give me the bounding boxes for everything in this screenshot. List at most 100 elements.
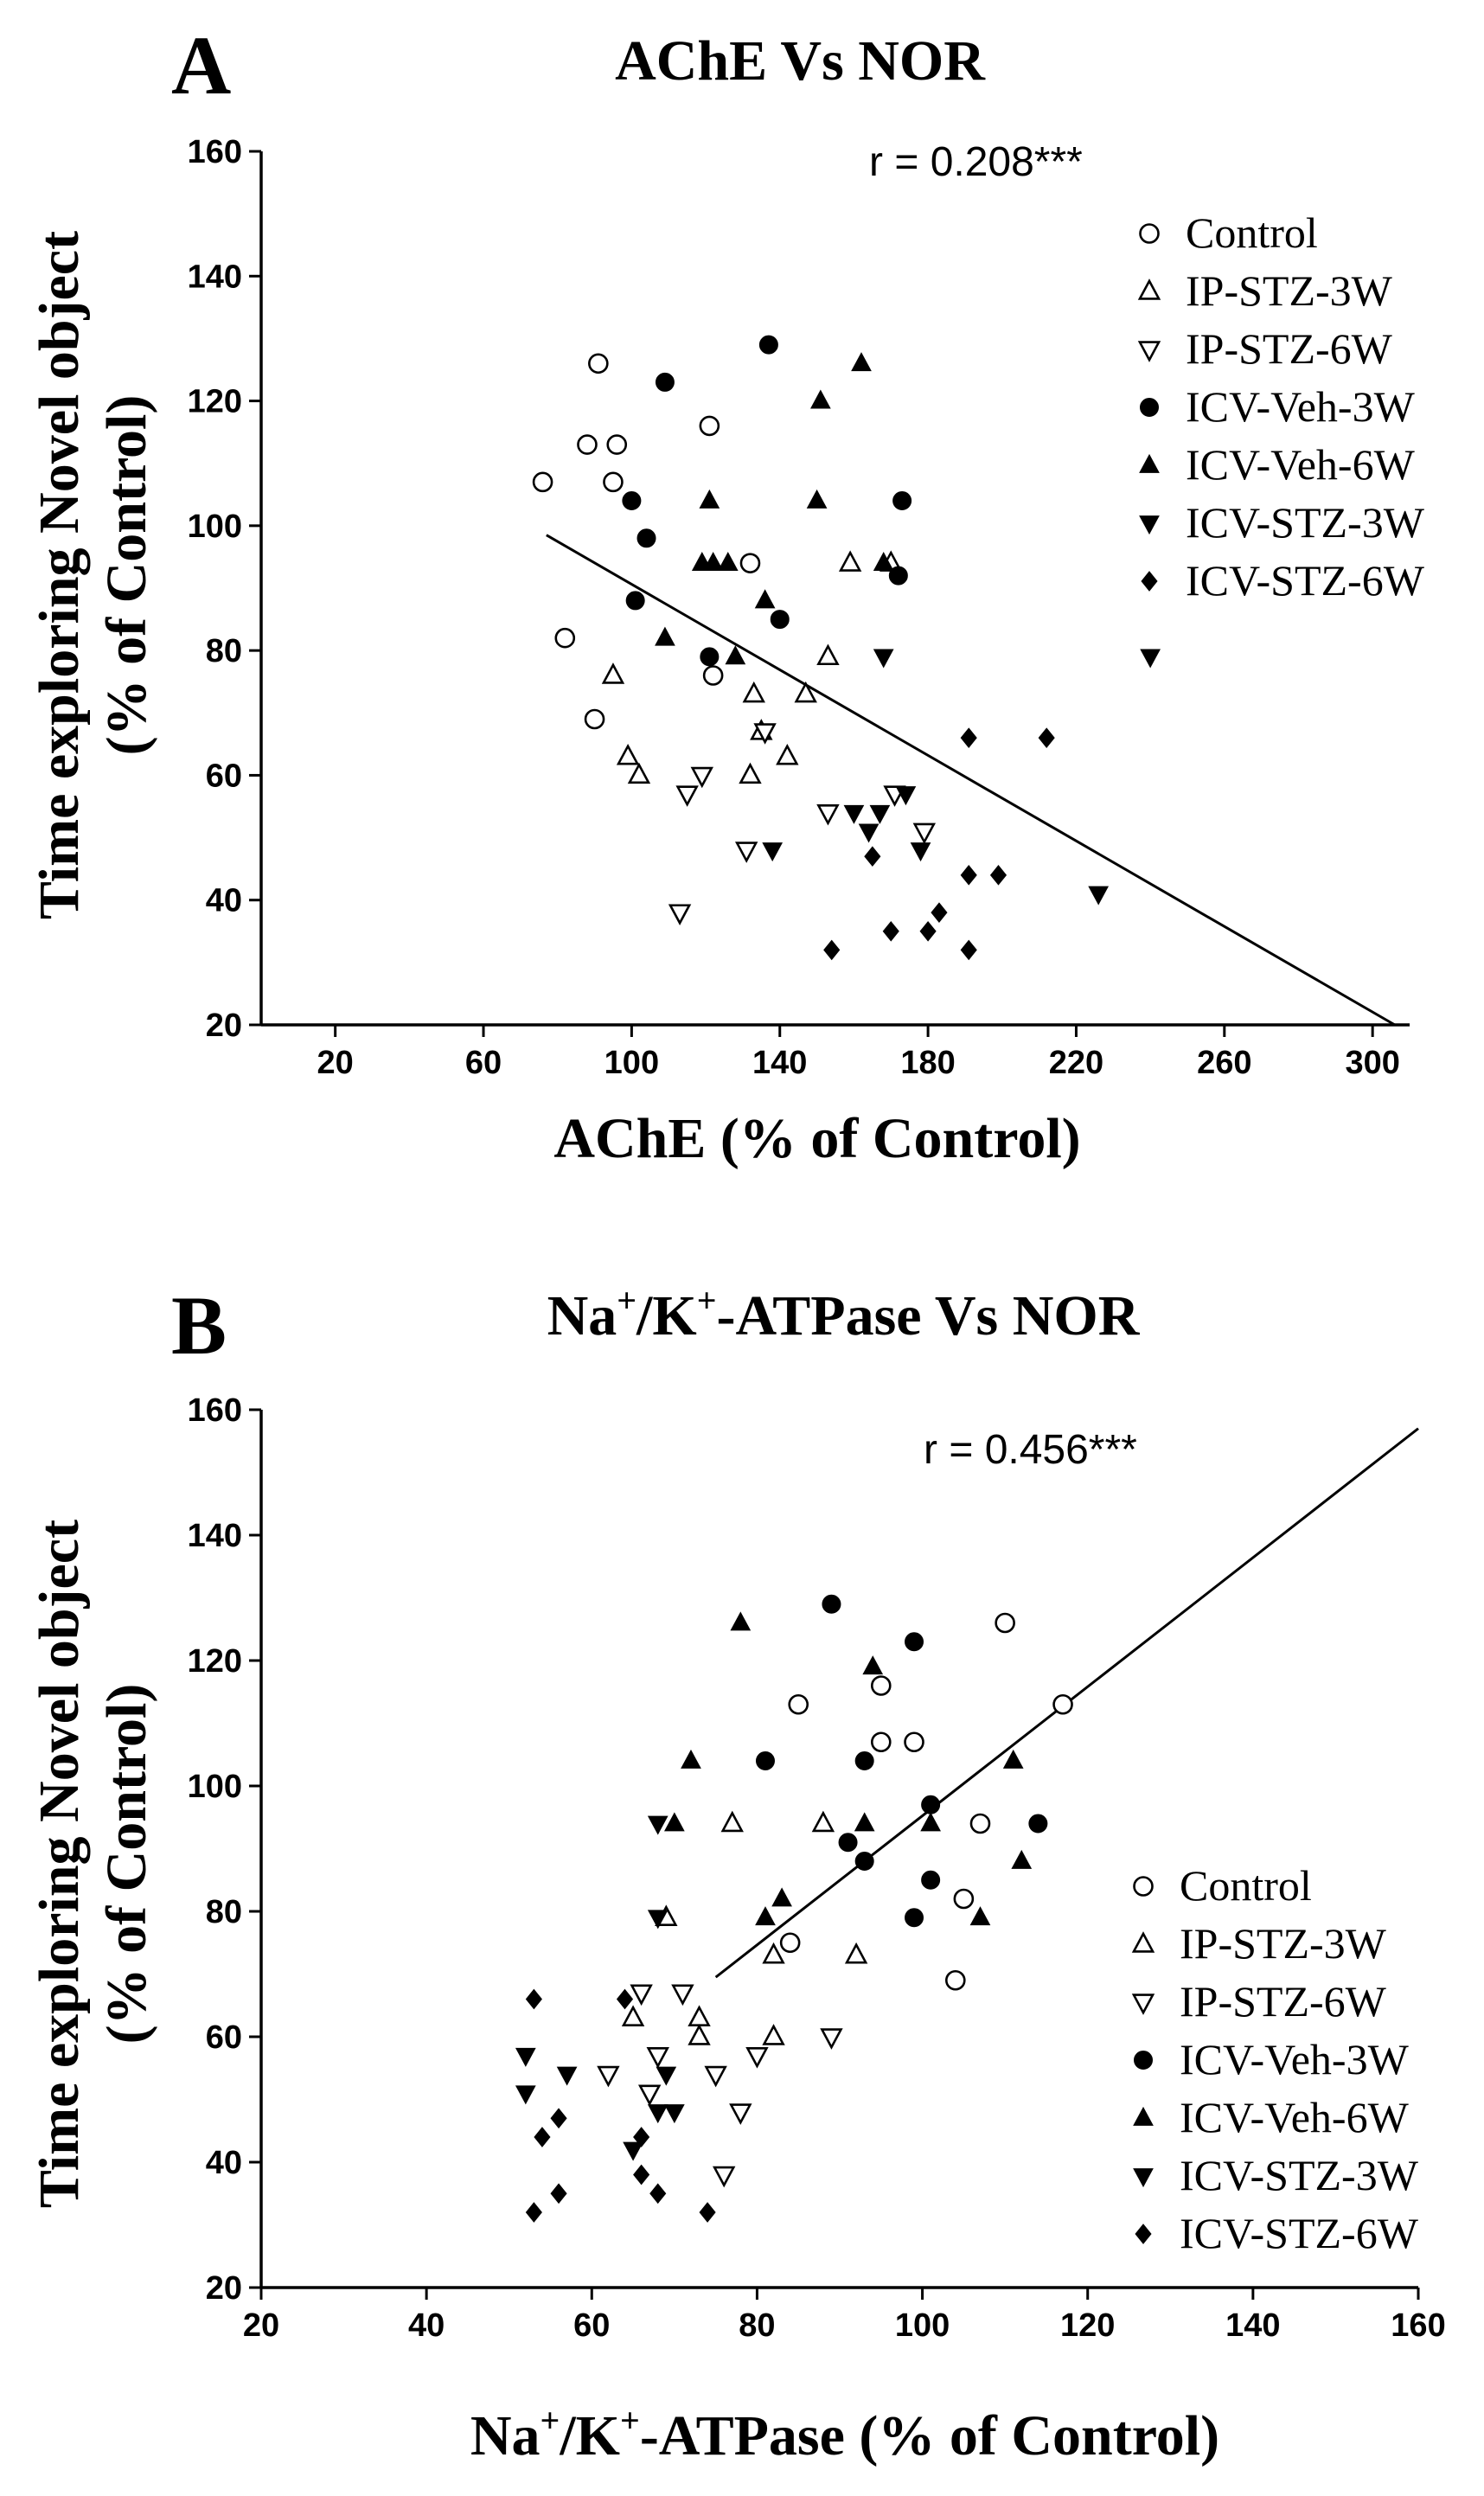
b-series-ip-stz-3w [621,1810,868,2045]
a-point-icv-stz-6w [931,902,948,923]
a-point-ip-stz-3w [601,662,625,684]
a-point-control [554,627,576,649]
b-point-control [788,1693,809,1715]
a-point-ip-stz-3w [816,643,840,666]
a-x-tick-label: 220 [1049,1045,1103,1081]
a-x-tick-label: 180 [900,1045,955,1081]
b-y-tick-label: 40 [206,2145,242,2181]
b-point-icv-veh-3w [854,1751,874,1770]
a-x-tick-label: 20 [317,1045,354,1081]
a-point-ip-stz-3w [739,762,762,784]
a-point-icv-veh-3w [655,372,675,392]
a-legend-label-icv-stz-6w: ICV-STZ-6W [1186,556,1425,605]
b-point-icv-veh-6w [969,1906,991,1926]
a-point-icv-veh-3w [888,566,908,586]
b-point-control [969,1813,991,1834]
b-point-icv-veh-6w [862,1655,884,1675]
b-legend-label-icv-veh-3w: ICV-Veh-3W [1180,2035,1410,2083]
panel-b-xlabel: Na+/K+-ATPase (% of Control) [470,2401,1219,2467]
b-point-icv-veh-3w [921,1870,941,1890]
panel-b-ylabel-line1: Time exploring Novel object [28,1520,91,2208]
a-point-ip-stz-6w [675,785,699,807]
b-x-tick-label: 80 [739,2307,775,2344]
panel-b-title-part-b: /K [636,1284,697,1347]
a-y-tick-label: 100 [188,509,242,545]
a-x-tick-label: 100 [604,1045,659,1081]
a-point-icv-veh-3w [625,591,645,611]
b-point-icv-veh-6w [854,1812,875,1832]
a-legend-marker-icv-stz-6w [1141,571,1158,592]
a-legend-marker-icv-veh-6w [1139,453,1160,473]
b-x-tick-label: 100 [895,2307,950,2344]
b-series-icv-stz-3w [515,1815,685,2161]
b-x-tick-label: 60 [573,2307,610,2344]
b-point-ip-stz-6w [729,2103,752,2125]
a-point-icv-stz-3w [873,649,894,669]
b-series-icv-veh-6w [663,1611,1033,1926]
a-legend: Control IP-STZ-3W IP-STZ-6W ICV-Veh-3W ICV-V… [1137,208,1425,605]
a-point-ip-stz-6w [912,822,937,845]
a-y-tick-label: 20 [206,1008,242,1044]
a-y-tick-label: 40 [206,883,242,919]
a-point-icv-veh-6w [725,645,746,665]
panel-a-ylabel-line2: (% of Control) [95,395,158,756]
b-point-ip-stz-6w [671,1984,694,2006]
a-y-tick-label: 140 [188,259,242,295]
b-point-icv-stz-6w [633,2127,650,2147]
a-point-icv-stz-3w [1140,649,1161,669]
b-y-tick-label: 160 [188,1392,242,1429]
a-point-icv-stz-6w [960,727,977,748]
a-series-icv-stz-3w [762,649,1161,906]
a-series-ip-stz-3w [601,550,903,784]
panel-b-title-part-a: Na [547,1284,617,1347]
a-point-control [603,471,624,493]
b-legend-marker-icv-veh-3w [1134,2051,1153,2070]
a-point-icv-veh-6w [873,552,894,572]
b-point-icv-stz-3w [515,2047,536,2067]
b-point-control [953,1888,975,1910]
b-x-tick-label: 120 [1060,2307,1115,2344]
b-point-icv-veh-6w [681,1749,701,1769]
a-point-icv-veh-3w [636,528,656,548]
a-legend-label-ip-stz-3w: IP-STZ-3W [1186,266,1393,315]
b-y-tick-label: 120 [188,1643,242,1680]
a-series-icv-veh-6w [655,352,894,665]
b-point-icv-stz-6w [633,2164,650,2186]
a-point-control [584,708,605,730]
b-series-ip-stz-6w [597,1984,843,2188]
panel-a-title: AChE Vs NOR [615,29,986,93]
a-regression-line [546,534,1396,1027]
b-point-icv-veh-3w [905,1632,924,1652]
panel-a-letter: A [171,19,231,112]
a-point-icv-veh-3w [622,491,642,510]
a-point-control [532,471,553,493]
a-point-ip-stz-3w [794,681,817,703]
a-point-ip-stz-3w [776,743,799,765]
b-legend-label-control: Control [1180,1861,1312,1910]
b-point-control [995,1612,1015,1634]
b-point-icv-stz-3w [656,2066,677,2086]
b-point-icv-veh-3w [838,1833,858,1853]
b-point-icv-veh-6w [920,1812,941,1832]
a-point-icv-stz-3w [910,842,931,862]
b-point-icv-veh-3w [854,1852,874,1871]
b-point-icv-stz-6w [699,2202,716,2223]
b-point-icv-stz-3w [515,2085,536,2105]
b-point-control [870,1731,892,1753]
b-point-icv-stz-3w [556,2066,578,2086]
a-point-icv-stz-6w [882,920,899,942]
a-x-tick-label: 140 [752,1045,807,1081]
b-point-ip-stz-3w [762,2024,785,2045]
a-point-icv-stz-3w [762,842,784,862]
panel-b-ylabel-line2: (% of Control) [95,1684,158,2045]
a-point-ip-stz-3w [838,550,862,572]
a-point-ip-stz-3w [627,762,651,784]
panel-a-plot: 20 40 60 80 100 120 140 160 20 60 100 140 180 220 260 3… [188,134,1425,1081]
a-point-icv-veh-6w [699,489,720,509]
a-point-ip-stz-6w [753,723,777,745]
a-point-icv-stz-3w [858,823,880,843]
b-series-control [779,1612,1073,1991]
b-point-ip-stz-3w [720,1810,744,1833]
b-y-tick-label: 80 [206,1894,242,1930]
a-point-control [606,434,628,455]
